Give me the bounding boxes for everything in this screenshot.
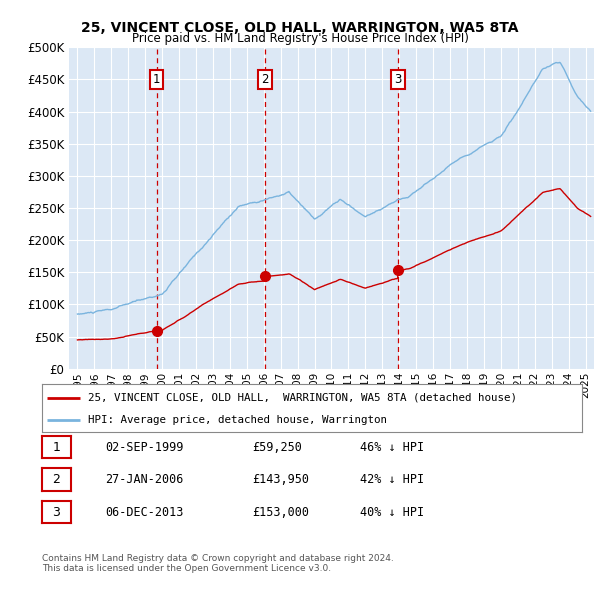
Text: 1: 1 [52,441,61,454]
Text: Price paid vs. HM Land Registry's House Price Index (HPI): Price paid vs. HM Land Registry's House … [131,32,469,45]
Text: 02-SEP-1999: 02-SEP-1999 [105,441,184,454]
Text: £59,250: £59,250 [252,441,302,454]
Text: 25, VINCENT CLOSE, OLD HALL,  WARRINGTON, WA5 8TA (detached house): 25, VINCENT CLOSE, OLD HALL, WARRINGTON,… [88,392,517,402]
Text: 25, VINCENT CLOSE, OLD HALL, WARRINGTON, WA5 8TA: 25, VINCENT CLOSE, OLD HALL, WARRINGTON,… [81,21,519,35]
Text: 46% ↓ HPI: 46% ↓ HPI [360,441,424,454]
Text: HPI: Average price, detached house, Warrington: HPI: Average price, detached house, Warr… [88,415,387,425]
Text: £153,000: £153,000 [252,506,309,519]
Text: 42% ↓ HPI: 42% ↓ HPI [360,473,424,486]
Text: £143,950: £143,950 [252,473,309,486]
Text: 40% ↓ HPI: 40% ↓ HPI [360,506,424,519]
Text: 06-DEC-2013: 06-DEC-2013 [105,506,184,519]
Text: Contains HM Land Registry data © Crown copyright and database right 2024.
This d: Contains HM Land Registry data © Crown c… [42,554,394,573]
Text: 3: 3 [52,506,61,519]
Text: 2: 2 [261,73,269,86]
Text: 1: 1 [153,73,160,86]
Text: 3: 3 [394,73,401,86]
Text: 27-JAN-2006: 27-JAN-2006 [105,473,184,486]
Text: 2: 2 [52,473,61,486]
